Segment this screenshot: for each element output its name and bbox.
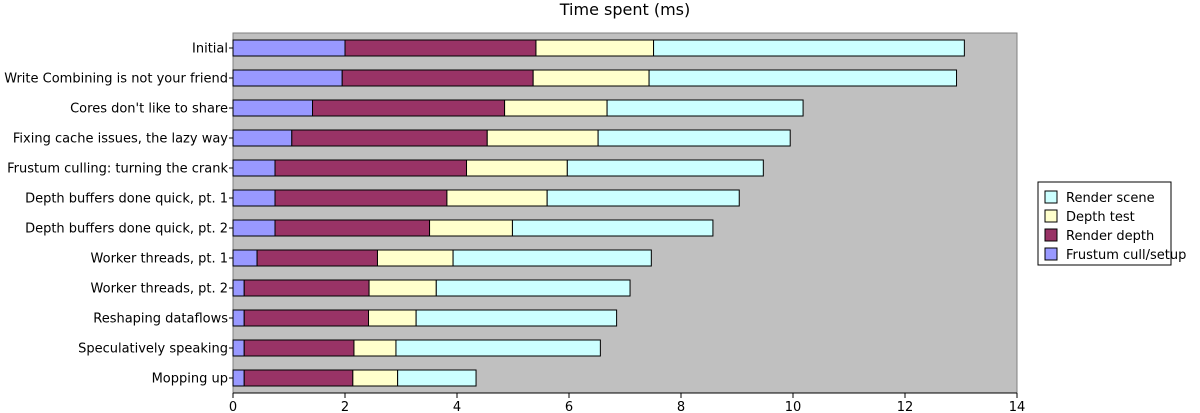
legend: Render scene Depth test Render depth Frustu…	[1037, 181, 1186, 266]
bar-segment	[606, 99, 804, 117]
x-tick-label: 2	[341, 400, 349, 413]
bar-segment	[232, 249, 258, 267]
bar-segment	[395, 339, 601, 357]
category-label: Frustum culling: turning the crank	[7, 162, 228, 177]
bar-segment	[232, 309, 245, 327]
legend-label: Frustum cull/setup	[1066, 248, 1186, 263]
bar-segment	[397, 369, 477, 387]
bar-segment	[452, 249, 652, 267]
bar-segment	[566, 159, 764, 177]
bar-segment	[466, 159, 568, 177]
plot-area	[232, 32, 1018, 394]
bar-segment	[341, 69, 534, 87]
bar-segment	[352, 369, 399, 387]
bar-segment	[446, 189, 548, 207]
bar-segment	[415, 309, 618, 327]
bar-segment	[232, 279, 245, 297]
bar-segment	[504, 99, 608, 117]
bar-segment	[232, 339, 245, 357]
bar-segment	[376, 249, 454, 267]
bar-segment	[532, 69, 650, 87]
bar-segment	[597, 129, 791, 147]
bar-segment	[344, 39, 537, 57]
bar-segment	[274, 219, 431, 237]
bar-segment	[435, 279, 631, 297]
bar-segment	[511, 219, 714, 237]
bars-group	[232, 39, 965, 387]
legend-box	[1037, 181, 1172, 266]
category-label: Worker threads, pt. 1	[91, 252, 228, 267]
category-label: Reshaping dataflows	[93, 312, 228, 327]
bar-segment	[353, 339, 397, 357]
bar-segment	[653, 39, 965, 57]
bar-segment	[232, 99, 314, 117]
x-axis: 0 2 4 6 8 10 12 14	[229, 392, 1026, 413]
x-tick-label: 6	[565, 400, 573, 413]
bar-segment	[232, 159, 276, 177]
bar-segment	[243, 279, 370, 297]
legend-label: Render scene	[1066, 191, 1155, 206]
legend-swatch	[1044, 209, 1058, 223]
category-label: Write Combining is not your friend	[4, 72, 228, 87]
bar-segment	[232, 189, 276, 207]
x-tick-label: 0	[229, 400, 237, 413]
bar-segment	[312, 99, 506, 117]
bar-segment	[232, 129, 293, 147]
legend-label: Render depth	[1066, 229, 1154, 244]
x-tick-label: 4	[453, 400, 461, 413]
chart-title: Time spent (ms)	[559, 0, 690, 19]
legend-swatch	[1044, 247, 1058, 261]
bar-segment	[291, 129, 488, 147]
bar-segment	[535, 39, 655, 57]
bar-segment	[368, 309, 417, 327]
bar-segment	[232, 369, 245, 387]
category-label: Mopping up	[152, 372, 228, 387]
x-tick-label: 10	[785, 400, 802, 413]
bar-segment	[546, 189, 740, 207]
bar-segment	[429, 219, 513, 237]
category-label: Depth buffers done quick, pt. 1	[25, 192, 228, 207]
category-labels: Initial Write Combining is not your frien…	[4, 42, 233, 387]
category-label: Depth buffers done quick, pt. 2	[25, 222, 228, 237]
category-label: Speculatively speaking	[78, 342, 228, 357]
bar-segment	[274, 189, 448, 207]
x-tick-label: 8	[677, 400, 685, 413]
bar-segment	[232, 219, 276, 237]
legend-label: Depth test	[1066, 210, 1135, 225]
x-tick-label: 14	[1009, 400, 1026, 413]
category-label: Cores don't like to share	[70, 102, 228, 117]
bar-segment	[274, 159, 468, 177]
bar-segment	[256, 249, 378, 267]
bar-segment	[486, 129, 599, 147]
bar-segment	[648, 69, 958, 87]
category-label: Worker threads, pt. 2	[91, 282, 228, 297]
legend-swatch	[1044, 228, 1058, 242]
category-label: Initial	[192, 42, 228, 57]
bar-segment	[232, 39, 346, 57]
bar-segment	[243, 309, 370, 327]
legend-swatch	[1044, 190, 1058, 204]
bar-segment	[243, 339, 355, 357]
bar-segment	[232, 69, 343, 87]
x-tick-label: 12	[897, 400, 914, 413]
bar-segment	[368, 279, 437, 297]
category-label: Fixing cache issues, the lazy way	[13, 132, 228, 147]
bar-segment	[243, 369, 354, 387]
